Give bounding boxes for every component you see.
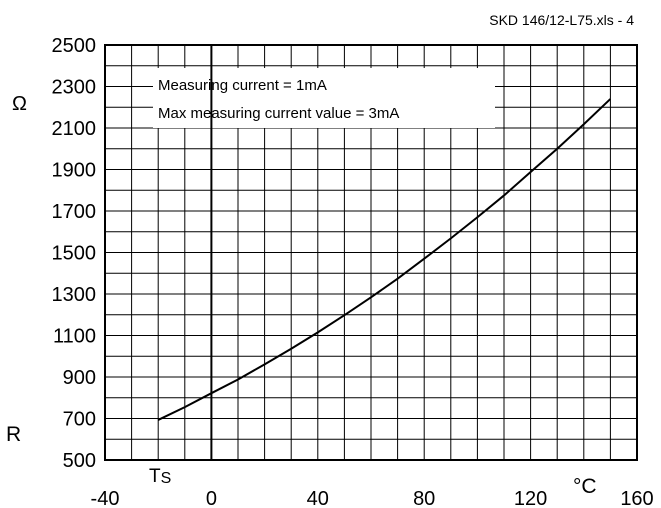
y-tick-label: 2500 [52, 35, 97, 57]
x-unit-label: °C [573, 475, 597, 498]
annotation-max-current: Max measuring current value = 3mA [158, 105, 399, 122]
ts-marker-label: TS [149, 466, 171, 487]
y-tick-label: 1500 [52, 243, 97, 265]
x-tick-label: 0 [206, 488, 217, 508]
file-reference: SKD 146/12-L75.xls - 4 [489, 12, 634, 28]
ts-marker-sub: S [161, 470, 172, 487]
y-tick-label: 1900 [52, 160, 97, 182]
y-tick-label: 1700 [52, 201, 97, 223]
x-tick-label: -40 [91, 488, 120, 508]
annotation-measuring-current: Measuring current = 1mA [158, 77, 327, 94]
y-axis-label: R [6, 423, 21, 446]
plot-border [104, 44, 638, 461]
ts-marker-main: T [149, 466, 161, 487]
y-tick-label: 2100 [52, 118, 97, 140]
y-tick-label: 2300 [52, 77, 97, 99]
annotation-background [153, 68, 495, 128]
annotation-box: Measuring current = 1mA Max measuring cu… [153, 68, 495, 128]
y-tick-label: 900 [63, 367, 96, 389]
x-tick-label: 80 [413, 488, 435, 508]
y-tick-label: 1300 [52, 284, 97, 306]
x-tick-label: 120 [514, 488, 547, 508]
x-tick-labels: -40 0 40 80 120 160 [91, 488, 654, 508]
y-tick-labels: 500 700 900 1100 1300 1500 1700 1900 2100 2300 250… [52, 35, 97, 472]
y-tick-label: 700 [63, 409, 96, 431]
y-tick-label: 1100 [53, 326, 96, 348]
y-unit-label: Ω [12, 93, 27, 115]
resistance-curve [157, 98, 612, 421]
x-tick-label: 40 [307, 488, 329, 508]
x-tick-label: 160 [620, 488, 653, 508]
y-tick-label: 500 [63, 450, 96, 472]
